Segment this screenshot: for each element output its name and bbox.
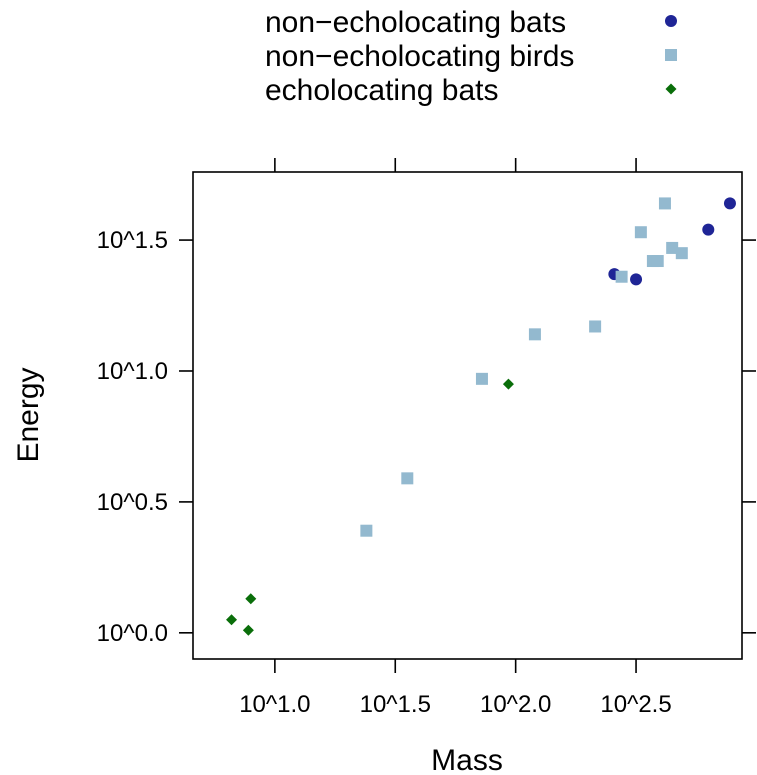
- x-tick-label: 10^2.0: [480, 691, 551, 718]
- legend-label-nonecho-bats: non−echolocating bats: [265, 6, 566, 39]
- data-point-square: [651, 255, 664, 268]
- data-point-square: [401, 472, 414, 485]
- data-point-circle: [702, 223, 715, 236]
- x-tick-label: 10^2.5: [600, 691, 671, 718]
- data-points: [226, 197, 736, 636]
- data-point-square: [589, 320, 602, 333]
- data-point-square: [360, 524, 373, 537]
- legend-marker-square: [665, 49, 677, 61]
- data-point-square: [675, 247, 688, 260]
- data-point-diamond: [502, 378, 514, 390]
- legend-label-echo-bats: echolocating bats: [265, 74, 499, 107]
- data-point-square: [475, 372, 488, 385]
- data-point-square: [528, 328, 541, 341]
- data-point-square: [615, 270, 628, 283]
- data-point-square: [634, 226, 647, 239]
- plot-frame: [192, 171, 743, 660]
- y-tick-label: 10^1.5: [97, 227, 168, 254]
- y-tick-label: 10^1.0: [97, 358, 168, 385]
- y-tick-label: 10^0.5: [97, 489, 168, 516]
- legend-marker-diamond: [665, 83, 677, 95]
- legend-marker-circle: [665, 15, 677, 27]
- data-point-diamond: [242, 624, 254, 636]
- legend: non−echolocating bats non−echolocating b…: [265, 6, 677, 107]
- x-axis-title: Mass: [431, 744, 503, 775]
- legend-label-nonecho-birds: non−echolocating birds: [265, 40, 574, 73]
- y-tick-label: 10^0.0: [97, 620, 168, 647]
- x-tick-label: 10^1.5: [360, 691, 431, 718]
- data-point-circle: [723, 197, 736, 210]
- data-point-square: [666, 241, 679, 254]
- data-point-diamond: [226, 614, 238, 626]
- axis-ticks: 10^1.0 10^1.5 10^2.0 10^2.5 10^0.0 10^0.5 10^1…: [97, 158, 756, 718]
- data-point-diamond: [245, 593, 257, 605]
- x-tick-label: 10^1.0: [239, 691, 310, 718]
- data-point-square: [658, 197, 671, 210]
- y-axis-title: Energy: [12, 367, 45, 462]
- data-point-circle: [630, 273, 643, 286]
